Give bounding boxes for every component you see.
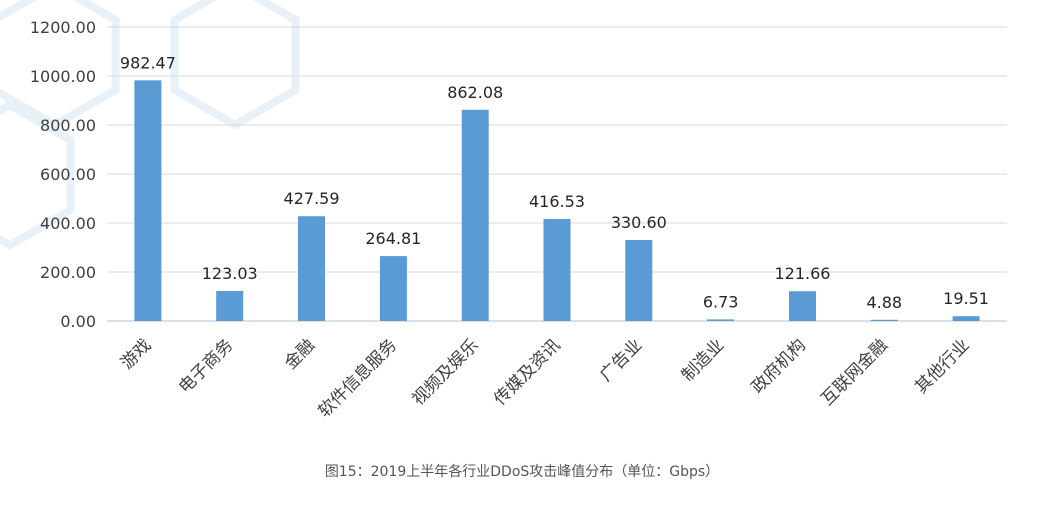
- y-tick-label: 1000.00: [30, 67, 96, 86]
- data-label: 121.66: [774, 264, 830, 283]
- bar: [216, 290, 244, 321]
- y-tick-label: 200.00: [40, 263, 96, 282]
- x-tick-label: 电子商务: [175, 335, 237, 397]
- x-tick-label: 游戏: [117, 335, 155, 373]
- bar: [298, 216, 325, 321]
- x-tick-label: 金融: [281, 335, 319, 373]
- bar: [461, 109, 489, 321]
- data-label: 19.51: [943, 289, 989, 308]
- x-tick-label: 政府机构: [748, 335, 810, 397]
- bar: [625, 240, 653, 321]
- y-tick-label: 600.00: [40, 165, 96, 184]
- bar: [789, 291, 816, 321]
- x-tick-label: 广告业: [596, 335, 646, 385]
- hexagon-decoration: [0, 100, 75, 250]
- data-label: 427.59: [284, 189, 340, 208]
- x-tick-label: 视频及娱乐: [408, 335, 482, 409]
- x-tick-label: 软件信息服务: [315, 335, 401, 421]
- bar: [134, 80, 162, 321]
- data-label: 330.60: [611, 213, 667, 232]
- bar: [543, 219, 571, 321]
- hexagon-decoration: [0, 0, 120, 130]
- chart-caption: 图15：2019上半年各行业DDoS攻击峰值分布（单位：Gbps）: [324, 464, 720, 480]
- data-label: 4.88: [866, 293, 902, 312]
- x-tick-label: 互联网金融: [818, 335, 892, 409]
- y-tick-label: 400.00: [40, 214, 96, 233]
- y-tick-label: 800.00: [40, 116, 96, 135]
- data-label: 416.53: [529, 192, 585, 211]
- data-label: 982.47: [120, 53, 176, 72]
- y-tick-label: 1200.00: [30, 18, 96, 37]
- x-tick-label: 其他行业: [911, 335, 973, 397]
- hexagon-decoration: [170, 0, 300, 130]
- y-tick-label: 0.00: [60, 312, 96, 331]
- bar: [707, 319, 735, 321]
- data-label: 6.73: [703, 292, 739, 311]
- data-label: 862.08: [447, 83, 503, 102]
- x-tick-label: 传媒及资讯: [490, 335, 564, 409]
- bar: [870, 319, 898, 321]
- data-label: 123.03: [202, 264, 258, 283]
- bar: [952, 316, 980, 321]
- x-tick-label: 制造业: [678, 335, 728, 385]
- bar: [379, 256, 407, 321]
- data-label: 264.81: [365, 229, 421, 248]
